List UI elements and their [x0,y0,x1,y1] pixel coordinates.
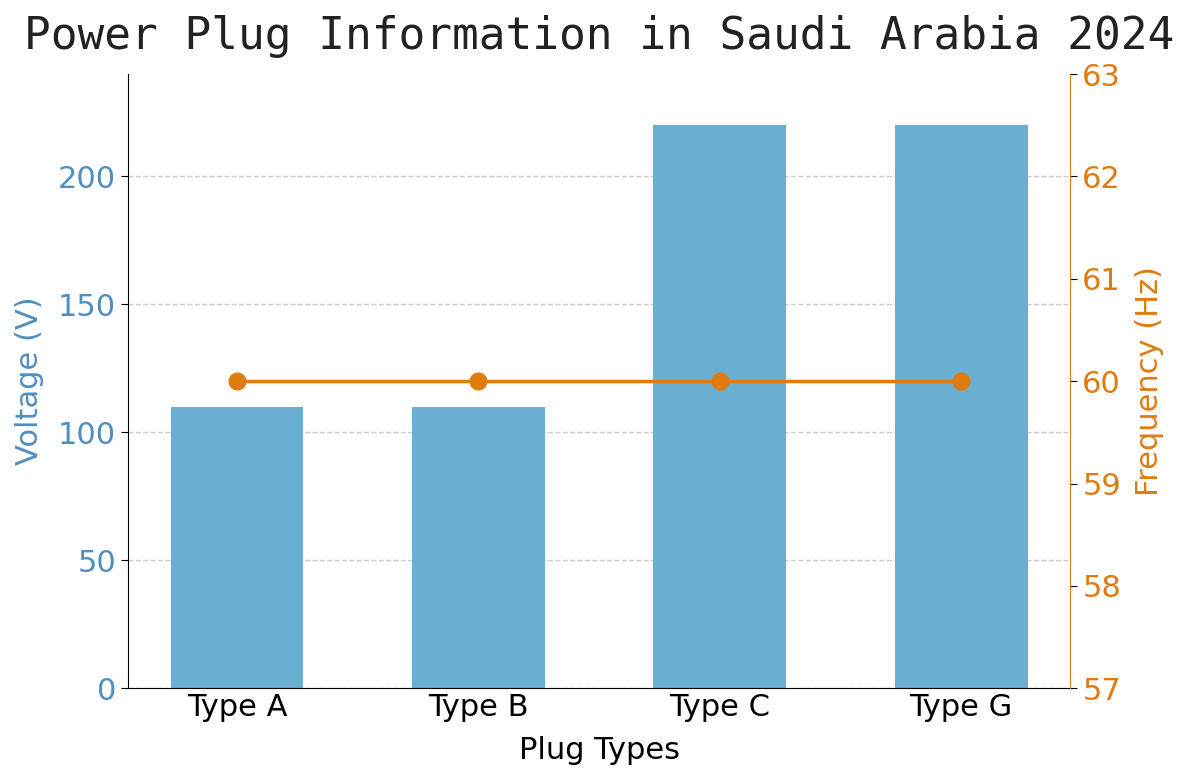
Bar [653,125,786,688]
Title: Power Plug Information in Saudi Arabia 2024: Power Plug Information in Saudi Arabia 2… [24,15,1174,58]
Bar [895,125,1028,688]
Bar [171,406,303,688]
X-axis label: Plug Types: Plug Types [519,736,679,765]
Bar [411,406,545,688]
Y-axis label: Frequency (Hz): Frequency (Hz) [1135,266,1164,496]
Y-axis label: Voltage (V): Voltage (V) [15,297,44,466]
